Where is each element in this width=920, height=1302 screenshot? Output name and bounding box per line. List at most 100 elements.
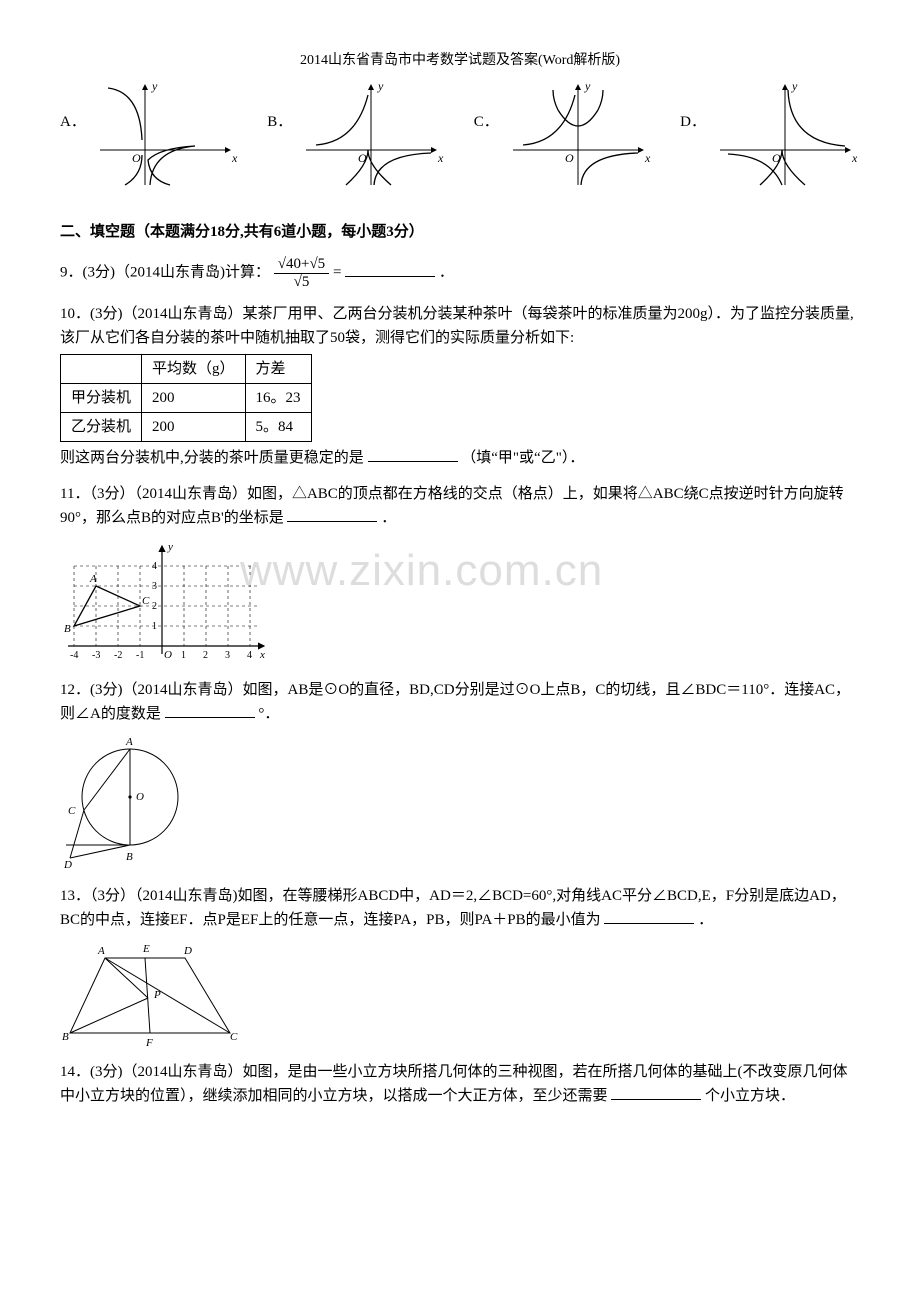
q10-text2: 则这两台分装机中,分装的茶叶质量更稳定的是 （填“甲"或“乙"）．	[60, 446, 860, 470]
svg-text:y: y	[584, 80, 591, 93]
svg-text:C: C	[68, 805, 76, 817]
svg-text:A: A	[97, 945, 105, 957]
q13: 13．（3分）（2014山东青岛)如图，在等腰梯形ABCD中，AD＝2,∠BCD…	[60, 884, 860, 1048]
svg-text:x: x	[851, 151, 858, 165]
svg-text:y: y	[167, 541, 173, 553]
svg-text:x: x	[644, 151, 651, 165]
q12-figure: A O C D B	[60, 732, 860, 872]
q12-blank	[165, 702, 255, 718]
svg-text:-2: -2	[114, 650, 122, 661]
q13-blank	[604, 908, 694, 924]
svg-text:y: y	[377, 80, 384, 93]
svg-text:D: D	[183, 945, 192, 957]
svg-text:x: x	[231, 151, 238, 165]
section2-heading: 二、填空题（本题满分18分,共有6道小题，每小题3分）	[60, 220, 860, 244]
svg-text:A: A	[89, 573, 97, 585]
q11-text-a: 11．（3分）（2014山东青岛）如图，△ABC的顶点都在方格线的交点（格点）上…	[60, 486, 844, 526]
q8-label-c: C．	[474, 110, 499, 134]
q9-prefix: 9．(3分)（2014山东青岛)计算：	[60, 265, 270, 281]
svg-text:F: F	[145, 1037, 153, 1048]
q14: 14．(3分)（2014山东青岛）如图，是由一些小立方块所搭几何体的三种视图，若…	[60, 1060, 860, 1108]
svg-text:O: O	[136, 791, 144, 803]
svg-text:-1: -1	[136, 650, 144, 661]
q11-blank	[287, 506, 377, 522]
svg-text:A: A	[125, 736, 133, 748]
q8-option-d: D． x y O	[680, 80, 860, 190]
svg-text:C: C	[142, 595, 150, 607]
svg-text:y: y	[791, 80, 798, 93]
q8-graph-a: x y O	[90, 80, 240, 190]
q8-option-b: B． x y O	[267, 80, 446, 190]
q9-eq: =	[333, 265, 341, 281]
q8-option-a: A． x y O	[60, 80, 240, 190]
q9-suffix: ．	[439, 265, 454, 281]
q10-h1: 平均数（g）	[142, 355, 246, 384]
q8-label-b: B．	[267, 110, 292, 134]
table-row: 乙分装机 200 5。84	[61, 413, 312, 442]
svg-text:P: P	[153, 989, 161, 1001]
q8-label-d: D．	[680, 110, 706, 134]
svg-text:x: x	[437, 151, 444, 165]
q13-figure: A E D B F C P	[60, 938, 860, 1048]
q8-option-c: C． x y O	[474, 80, 653, 190]
q10-text1: 10．(3分)（2014山东青岛）某茶厂用甲、乙两台分装机分装某种茶叶（每袋茶叶…	[60, 302, 860, 350]
svg-text:O: O	[132, 151, 141, 165]
svg-text:C: C	[230, 1031, 238, 1043]
q11-figure: -4 -3 -2 -1 1 2 3 4 1 2 3 4 O x y A C B	[60, 536, 860, 666]
svg-text:4: 4	[247, 650, 252, 661]
svg-text:1: 1	[181, 650, 186, 661]
q13-text-b: ．	[698, 912, 713, 928]
q10-r0c1: 200	[142, 384, 246, 413]
svg-text:2: 2	[203, 650, 208, 661]
svg-text:O: O	[164, 649, 172, 661]
svg-text:D: D	[63, 859, 72, 871]
q10-blank	[368, 446, 458, 462]
svg-text:2: 2	[152, 601, 157, 612]
q10-r0c0: 甲分装机	[61, 384, 142, 413]
svg-text:E: E	[142, 943, 150, 955]
q14-blank	[611, 1084, 701, 1100]
q10-text2a: 则这两台分装机中,分装的茶叶质量更稳定的是	[60, 450, 364, 466]
page-header: 2014山东省青岛市中考数学试题及答案(Word解析版)	[60, 50, 860, 72]
svg-text:x: x	[259, 649, 265, 661]
q9-blank	[345, 261, 435, 277]
q10-table: 平均数（g） 方差 甲分装机 200 16。23 乙分装机 200 5。84	[60, 354, 312, 442]
q8-label-a: A．	[60, 110, 86, 134]
q11: 11．（3分）（2014山东青岛）如图，△ABC的顶点都在方格线的交点（格点）上…	[60, 482, 860, 666]
table-row: 平均数（g） 方差	[61, 355, 312, 384]
q10-r1c2: 5。84	[245, 413, 311, 442]
svg-text:3: 3	[225, 650, 230, 661]
svg-text:4: 4	[152, 561, 157, 572]
q9: 9．(3分)（2014山东青岛)计算： √40+√5 √5 = ．	[60, 256, 860, 290]
svg-text:B: B	[126, 851, 133, 863]
svg-text:-3: -3	[92, 650, 100, 661]
svg-text:3: 3	[152, 581, 157, 592]
q8-graph-d: x y O	[710, 80, 860, 190]
q10-r0c2: 16。23	[245, 384, 311, 413]
svg-text:O: O	[358, 151, 367, 165]
svg-text:O: O	[772, 151, 781, 165]
svg-text:B: B	[62, 1031, 69, 1043]
svg-text:O: O	[565, 151, 574, 165]
q9-num: √40+√5	[274, 256, 329, 274]
q10-r1c0: 乙分装机	[61, 413, 142, 442]
svg-text:y: y	[151, 80, 158, 93]
q10: 10．(3分)（2014山东青岛）某茶厂用甲、乙两台分装机分装某种茶叶（每袋茶叶…	[60, 302, 860, 470]
q8-graph-c: x y O	[503, 80, 653, 190]
q10-text2b: （填“甲"或“乙"）．	[461, 450, 584, 466]
table-row: 甲分装机 200 16。23	[61, 384, 312, 413]
q14-text-b: 个小立方块．	[705, 1088, 795, 1104]
q9-den: √5	[274, 274, 329, 291]
q8-options: A． x y O B． x y O C． x	[60, 80, 860, 190]
q12-text-b: °．	[258, 706, 279, 722]
q8-graph-b: x y O	[296, 80, 446, 190]
q10-r1c1: 200	[142, 413, 246, 442]
q10-h0	[61, 355, 142, 384]
q11-text-b: ．	[381, 510, 396, 526]
svg-text:-4: -4	[70, 650, 78, 661]
svg-text:1: 1	[152, 621, 157, 632]
q13-text-a: 13．（3分）（2014山东青岛)如图，在等腰梯形ABCD中，AD＝2,∠BCD…	[60, 888, 846, 928]
q10-h2: 方差	[245, 355, 311, 384]
q9-fraction: √40+√5 √5	[274, 256, 329, 290]
q12: 12．(3分)（2014山东青岛）如图，AB是⊙O的直径，BD,CD分别是过⊙O…	[60, 678, 860, 872]
